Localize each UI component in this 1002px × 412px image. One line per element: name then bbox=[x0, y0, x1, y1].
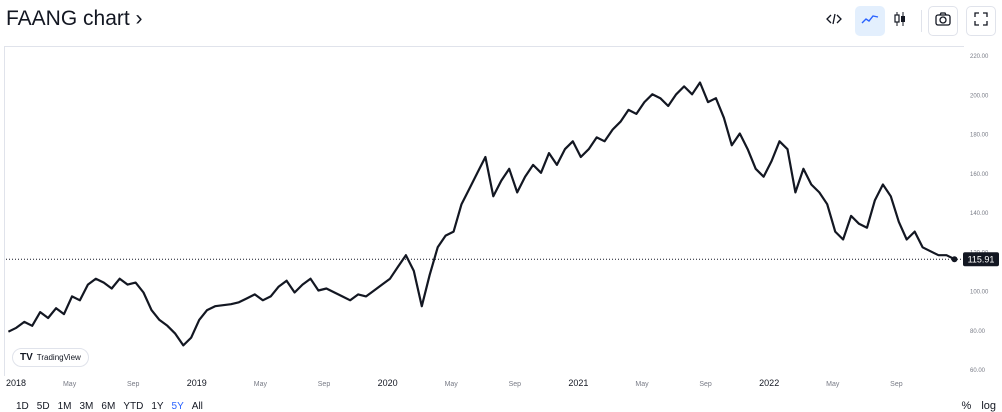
x-tick-label: Sep bbox=[890, 381, 903, 388]
chart-title-text: FAANG chart bbox=[6, 7, 130, 30]
y-tick-label: 100.00 bbox=[970, 290, 989, 296]
camera-icon bbox=[935, 11, 951, 31]
fullscreen-icon bbox=[974, 11, 988, 31]
chart-title[interactable]: FAANG chart › bbox=[6, 7, 143, 31]
fullscreen-button[interactable] bbox=[966, 6, 996, 36]
range-ytd-button[interactable]: YTD bbox=[123, 401, 144, 412]
x-tick-label: 2018 bbox=[6, 378, 26, 388]
candlestick-icon bbox=[893, 11, 907, 32]
price-chart[interactable]: 60.0080.00100.00120.00140.00160.00180.00… bbox=[0, 0, 1002, 400]
y-tick-label: 200.00 bbox=[970, 93, 989, 99]
y-tick-label: 140.00 bbox=[970, 211, 989, 217]
y-tick-label: 180.00 bbox=[970, 133, 989, 139]
chart-style-group bbox=[855, 6, 915, 36]
line-style-button[interactable] bbox=[855, 6, 885, 36]
x-tick-label: 2021 bbox=[568, 378, 588, 388]
snapshot-button[interactable] bbox=[928, 6, 958, 36]
log-scale-toggle[interactable]: log bbox=[981, 400, 996, 412]
tradingview-mark-icon: TV bbox=[20, 352, 33, 363]
x-tick-label: May bbox=[445, 381, 459, 388]
x-tick-label: May bbox=[63, 381, 77, 388]
range-all-button[interactable]: All bbox=[191, 401, 203, 412]
chart-toolbar bbox=[819, 6, 996, 36]
line-chart-icon bbox=[861, 12, 879, 30]
date-range-selector: 1D 5D 1M 3M 6M YTD 1Y 5Y All bbox=[16, 401, 211, 412]
range-5d-button[interactable]: 5D bbox=[36, 401, 50, 412]
range-1y-button[interactable]: 1Y bbox=[151, 401, 164, 412]
x-tick-label: May bbox=[254, 381, 268, 388]
y-tick-label: 220.00 bbox=[970, 54, 989, 60]
tradingview-logo-text: TradingView bbox=[36, 353, 81, 362]
last-price-label-text: 115.91 bbox=[968, 254, 995, 264]
percent-scale-toggle[interactable]: % bbox=[961, 400, 972, 412]
tradingview-logo[interactable]: TV TradingView bbox=[12, 348, 89, 367]
embed-code-icon bbox=[826, 12, 842, 30]
x-tick-label: Sep bbox=[509, 381, 522, 388]
candles-style-button[interactable] bbox=[885, 6, 915, 36]
chart-frame bbox=[4, 46, 964, 376]
range-5y-button[interactable]: 5Y bbox=[171, 401, 184, 412]
y-tick-label: 160.00 bbox=[970, 172, 989, 178]
x-tick-label: Sep bbox=[699, 381, 712, 388]
last-price-label: 115.91 bbox=[963, 252, 999, 267]
x-tick-label: May bbox=[826, 381, 840, 388]
price-axis: 60.0080.00100.00120.00140.00160.00180.00… bbox=[970, 54, 989, 374]
y-tick-label: 80.00 bbox=[970, 329, 986, 335]
x-tick-label: 2020 bbox=[378, 378, 398, 388]
chart-header: FAANG chart › bbox=[0, 0, 1002, 44]
x-tick-label: May bbox=[635, 381, 649, 388]
last-price-dot bbox=[951, 256, 958, 263]
x-tick-label: 2019 bbox=[187, 378, 207, 388]
chevron-right-icon: › bbox=[135, 7, 143, 30]
embed-code-button[interactable] bbox=[819, 6, 849, 36]
scale-options: % log bbox=[952, 400, 996, 412]
time-axis: 2018 May Sep 2019 May Sep 2020 May Sep 2021 May Sep… bbox=[6, 378, 903, 388]
range-1m-button[interactable]: 1M bbox=[57, 401, 72, 412]
range-1d-button[interactable]: 1D bbox=[16, 401, 29, 412]
y-tick-label: 60.00 bbox=[970, 368, 986, 374]
x-tick-label: 2022 bbox=[759, 378, 779, 388]
x-tick-label: Sep bbox=[127, 381, 140, 388]
toolbar-divider bbox=[921, 10, 922, 32]
x-tick-label: Sep bbox=[318, 381, 331, 388]
faang-price-line bbox=[7, 81, 955, 347]
range-6m-button[interactable]: 6M bbox=[101, 401, 116, 412]
range-3m-button[interactable]: 3M bbox=[79, 401, 94, 412]
